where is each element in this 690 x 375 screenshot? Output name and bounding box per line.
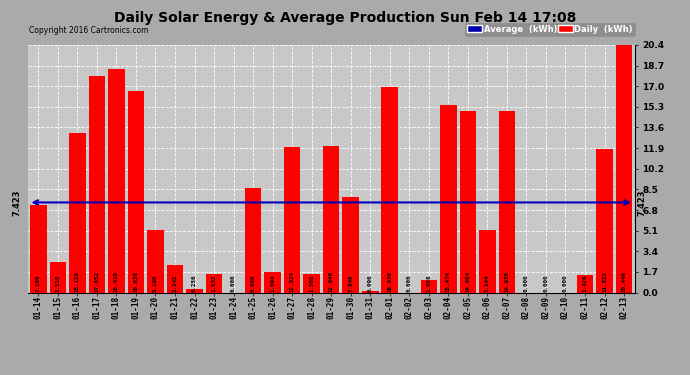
Text: 2.518: 2.518 bbox=[55, 274, 60, 292]
Bar bbox=[284, 147, 300, 292]
Bar bbox=[460, 111, 476, 292]
Text: 7.423: 7.423 bbox=[12, 189, 22, 216]
Bar bbox=[69, 133, 86, 292]
Bar bbox=[206, 274, 222, 292]
Text: 8.600: 8.600 bbox=[250, 274, 255, 292]
Text: 0.000: 0.000 bbox=[563, 274, 568, 292]
Bar bbox=[245, 188, 262, 292]
Bar bbox=[108, 69, 125, 292]
Text: 18.410: 18.410 bbox=[114, 271, 119, 292]
Text: 1.532: 1.532 bbox=[212, 274, 217, 292]
Text: 1.694: 1.694 bbox=[270, 274, 275, 292]
Text: 5.144: 5.144 bbox=[485, 274, 490, 292]
Text: Copyright 2016 Cartronics.com: Copyright 2016 Cartronics.com bbox=[29, 26, 148, 35]
Text: 12.024: 12.024 bbox=[290, 271, 295, 292]
Text: 1.058: 1.058 bbox=[426, 274, 431, 292]
Text: 1.426: 1.426 bbox=[582, 274, 587, 292]
Text: Daily Solar Energy & Average Production Sun Feb 14 17:08: Daily Solar Energy & Average Production … bbox=[114, 11, 576, 25]
Bar bbox=[479, 230, 495, 292]
Text: 0.000: 0.000 bbox=[231, 274, 236, 292]
Bar bbox=[342, 197, 359, 292]
Bar bbox=[128, 91, 144, 292]
Text: 20.446: 20.446 bbox=[622, 271, 627, 292]
Text: 0.256: 0.256 bbox=[192, 274, 197, 292]
Bar bbox=[420, 280, 437, 292]
Text: 11.822: 11.822 bbox=[602, 271, 607, 292]
Text: 2.242: 2.242 bbox=[172, 274, 177, 292]
Text: 16.638: 16.638 bbox=[133, 271, 139, 292]
Text: 16.936: 16.936 bbox=[387, 271, 393, 292]
Text: 7.186: 7.186 bbox=[36, 274, 41, 292]
Bar bbox=[323, 146, 339, 292]
Bar bbox=[147, 230, 164, 292]
Bar bbox=[186, 290, 203, 292]
Bar bbox=[596, 149, 613, 292]
Bar bbox=[304, 274, 320, 292]
Bar bbox=[30, 206, 47, 292]
Text: 17.852: 17.852 bbox=[95, 271, 99, 292]
Bar bbox=[440, 105, 457, 292]
Text: 7.848: 7.848 bbox=[348, 274, 353, 292]
Bar bbox=[50, 262, 66, 292]
Text: 1.508: 1.508 bbox=[309, 274, 314, 292]
Bar bbox=[167, 265, 184, 292]
Text: 0.096: 0.096 bbox=[368, 274, 373, 292]
Bar bbox=[577, 275, 593, 292]
Legend: Average  (kWh), Daily  (kWh): Average (kWh), Daily (kWh) bbox=[465, 23, 635, 36]
Text: 5.190: 5.190 bbox=[153, 274, 158, 292]
Bar bbox=[88, 76, 105, 292]
Bar bbox=[362, 291, 379, 292]
Text: 15.474: 15.474 bbox=[446, 271, 451, 292]
Text: 7.423: 7.423 bbox=[638, 189, 647, 216]
Text: 0.000: 0.000 bbox=[524, 274, 529, 292]
Text: 14.930: 14.930 bbox=[504, 271, 509, 292]
Text: 12.040: 12.040 bbox=[328, 271, 334, 292]
Bar bbox=[264, 272, 281, 292]
Bar bbox=[382, 87, 398, 292]
Text: 0.000: 0.000 bbox=[544, 274, 549, 292]
Text: 14.964: 14.964 bbox=[465, 271, 471, 292]
Text: 13.128: 13.128 bbox=[75, 271, 80, 292]
Bar bbox=[615, 45, 632, 292]
Bar bbox=[499, 111, 515, 292]
Text: 0.000: 0.000 bbox=[407, 274, 412, 292]
